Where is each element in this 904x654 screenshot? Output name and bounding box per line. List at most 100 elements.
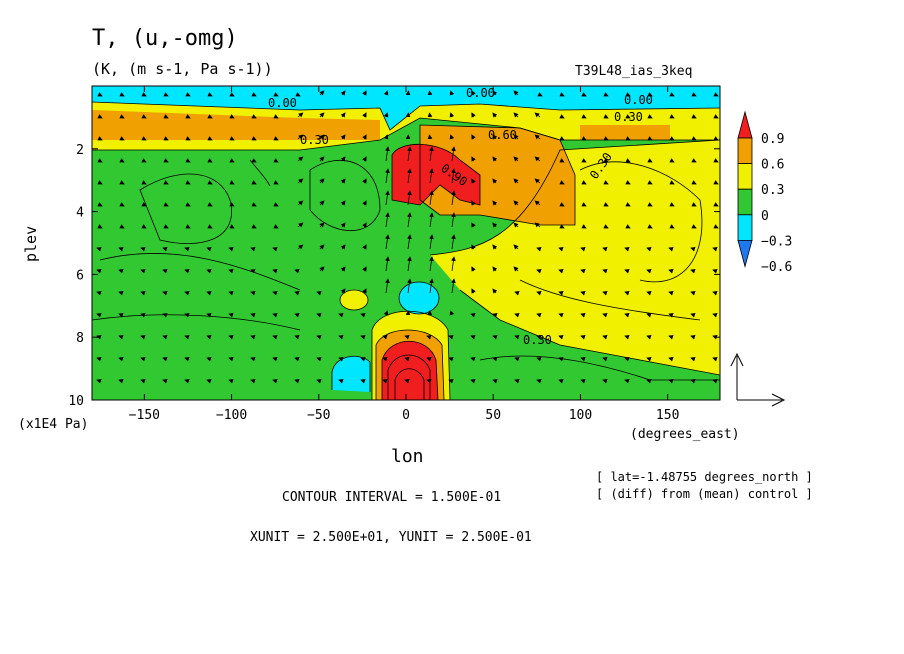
wind-arrow [492,288,498,294]
wind-arrow [362,288,367,294]
wind-arrow [581,180,587,185]
wind-arrow [558,378,564,384]
wind-arrow [338,312,344,318]
x-tick-label: 150 [656,408,679,423]
wind-arrow [228,312,234,318]
wind-arrow [492,112,498,118]
y-axis: 2 4 6 8 10 [68,143,720,409]
wind-arrow [407,212,412,228]
wind-arrow [97,158,103,163]
wind-arrow [451,278,456,294]
wind-arrow [646,268,652,274]
colorbar-segment [737,137,753,165]
wind-arrow [385,234,390,250]
wind-arrow [229,202,235,207]
wind-arrow [385,190,390,206]
chart-units: (K, (m s-1, Pa s-1)) [92,60,273,78]
wind-arrow [668,378,674,384]
wind-arrow [712,268,718,274]
x-tick-label: −100 [216,408,247,423]
wind-arrow [297,200,304,206]
wind-arrow [184,290,190,296]
wind-arrow [272,356,278,362]
wind-arrow [534,156,541,162]
wind-arrow [250,290,256,296]
wind-arrow [691,92,697,97]
wind-arrow [690,246,696,252]
wind-arrow [581,202,587,207]
wind-arrow [228,290,234,296]
wind-arrow [97,180,103,185]
wind-arrow [647,92,653,97]
wind-arrow [513,178,519,184]
wind-arrow [471,288,476,294]
wind-arrow [514,312,520,318]
wind-arrow [407,234,412,250]
wind-arrow [470,356,476,362]
contour-interval: CONTOUR INTERVAL = 1.500E-01 [282,490,502,505]
wind-vectors [96,90,719,384]
wind-arrow [470,378,476,384]
wind-arrow [580,312,586,318]
wind-arrow [690,334,696,340]
wind-arrow [340,134,346,140]
wind-arrow [340,112,346,118]
colorbar-label: 0.6 [761,158,784,173]
wind-arrow [228,378,234,384]
wind-arrow [162,246,168,252]
wind-arrow [471,112,476,118]
wind-arrow [625,224,631,229]
wind-arrow [140,356,146,362]
y-tick-label: 8 [76,331,84,346]
wind-arrow [580,356,586,362]
wind-arrow [602,268,608,274]
wind-arrow [96,334,102,340]
wind-arrow [382,378,388,384]
wind-arrow [294,378,300,384]
wind-arrow [668,334,674,340]
wind-arrow [294,312,300,318]
wind-arrow [382,356,388,362]
wind-arrow [492,222,498,228]
wind-arrow [163,180,169,185]
wind-arrow [385,168,390,184]
colorbar-label: 0.3 [761,183,784,198]
wind-arrow [316,290,322,296]
wind-arrow [362,266,367,272]
wind-arrow [404,334,410,340]
wind-arrow [118,312,124,318]
wind-arrow [162,290,168,296]
wind-arrow [691,158,697,163]
wind-arrow [624,268,630,274]
wind-arrow [451,168,456,184]
wind-arrow [514,356,520,362]
wind-arrow [536,268,542,274]
wind-arrow [273,114,279,119]
y-tick-label: 10 [68,394,84,409]
wind-arrow [207,202,213,207]
y-axis-label: plev [22,225,40,262]
wind-arrow [251,136,257,141]
wind-arrow [340,156,346,162]
wind-arrow [536,312,542,318]
wind-arrow [251,180,257,185]
wind-arrow [250,334,256,340]
wind-arrow [407,146,412,162]
wind-arrow [449,112,455,118]
wind-arrow [581,224,587,229]
wind-arrow [163,136,169,141]
wind-arrow [97,114,103,119]
latitude-info: [ lat=-1.48755 degrees_north ] [596,470,813,484]
wind-arrow [140,268,146,274]
wind-arrow [647,224,653,229]
wind-arrow [646,246,652,252]
wind-arrow [273,180,279,185]
wind-arrow [119,92,125,97]
wind-arrow [492,378,498,384]
wind-arrow [229,92,235,97]
contour-label: 0.30 [523,333,552,347]
wind-arrow [141,224,147,229]
wind-arrow [140,378,146,384]
wind-arrow [118,268,124,274]
wind-arrow [251,158,257,163]
